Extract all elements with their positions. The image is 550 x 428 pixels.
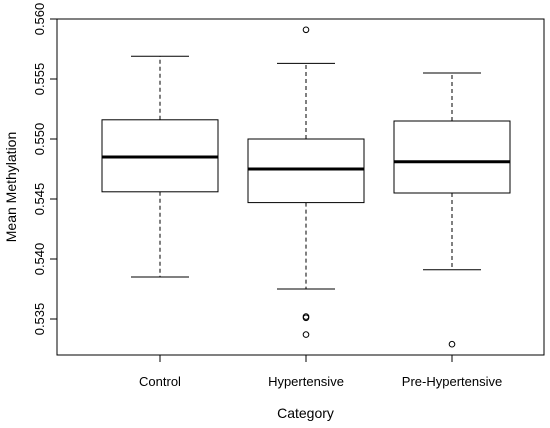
y-axis: 0.535 0.540 0.545 0.550 0.555 0.560 — [32, 3, 57, 336]
plot-frame — [56, 18, 545, 356]
y-tick-label: 0.555 — [32, 63, 47, 96]
x-tick-label: Pre-Hypertensive — [402, 374, 502, 389]
interquartile-box — [393, 120, 511, 194]
y-tick-label: 0.550 — [32, 123, 47, 156]
outlier-point — [448, 340, 456, 348]
y-tick-label: 0.540 — [32, 243, 47, 276]
box-series — [101, 26, 511, 348]
outlier-point — [302, 314, 310, 322]
y-axis-title: Mean Methylation — [3, 132, 19, 243]
y-tick-label: 0.545 — [32, 183, 47, 216]
x-tick-label: Hypertensive — [268, 374, 344, 389]
x-axis: Control Hypertensive Pre-Hypertensive — [139, 355, 502, 389]
y-tick-label: 0.535 — [32, 303, 47, 336]
x-tick-label: Control — [139, 374, 181, 389]
y-tick-label: 0.560 — [32, 3, 47, 36]
x-axis-title: Category — [277, 405, 334, 421]
outlier-point — [302, 26, 310, 34]
outlier-point — [302, 331, 310, 338]
box-pre-hypertensive — [393, 72, 511, 348]
box-control — [101, 55, 219, 278]
interquartile-box — [247, 138, 365, 204]
box-hypertensive — [247, 26, 365, 338]
